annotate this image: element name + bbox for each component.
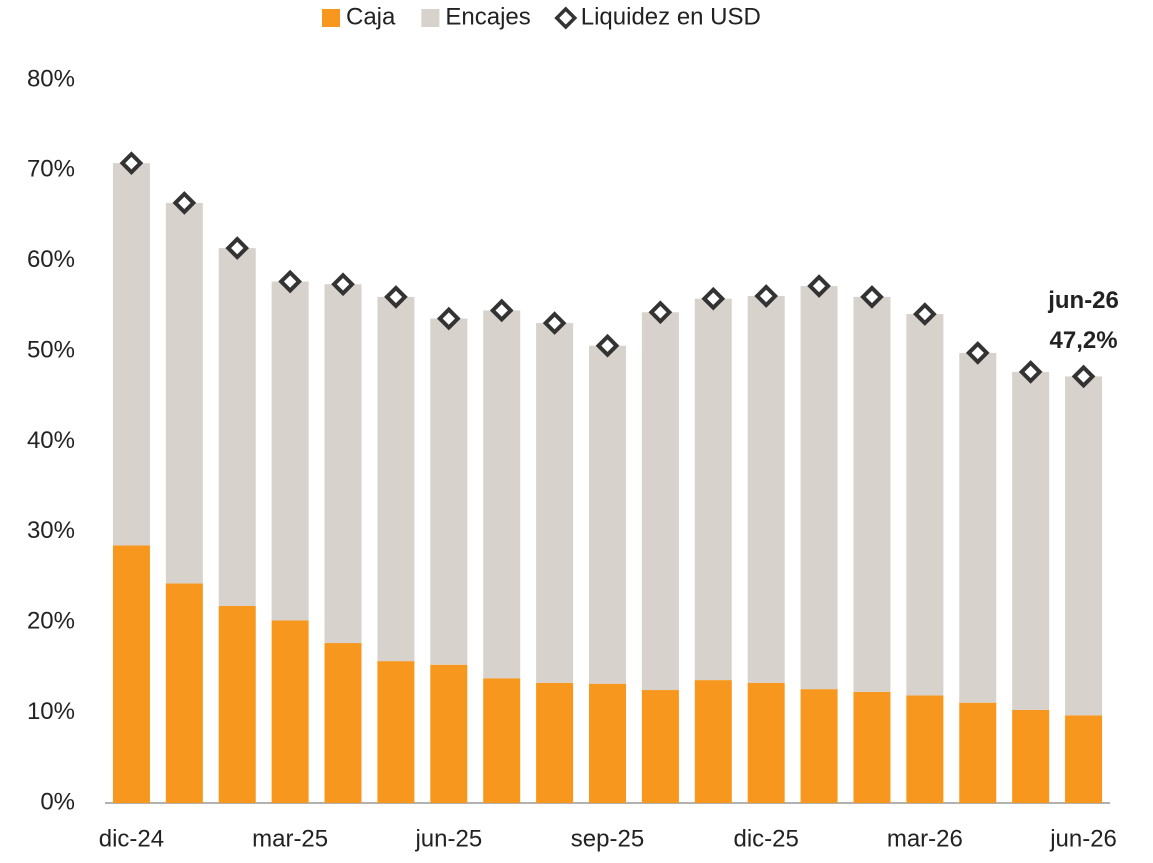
bar-segment: [800, 689, 838, 803]
marker: [701, 286, 726, 311]
x-tick-label: mar-25: [252, 825, 328, 852]
bar-segment: [1065, 715, 1103, 803]
marker: [172, 191, 197, 215]
bar-segment: [430, 318, 468, 665]
bar-segment: [165, 583, 203, 803]
bar-segment: [1012, 709, 1050, 803]
bar-segment: [694, 680, 732, 803]
bar-segment: [483, 678, 521, 803]
y-tick-label: 30%: [27, 517, 75, 544]
marker: [965, 341, 990, 365]
x-tick-label: dic-25: [733, 825, 798, 852]
bar-segment: [536, 682, 574, 803]
marker: [331, 272, 355, 297]
y-tick-label: 50%: [27, 336, 75, 363]
bar-segment: [747, 295, 785, 683]
marker: [278, 269, 302, 294]
legend-label: Encajes: [445, 3, 530, 30]
marker: [860, 285, 884, 309]
bar-segment: [112, 545, 150, 803]
bar-segment: [853, 691, 891, 803]
marker: [754, 284, 779, 308]
y-tick-label: 10%: [27, 698, 75, 725]
marker: [648, 300, 673, 325]
x-tick-label: jun-26: [1049, 825, 1117, 852]
marker: [119, 151, 144, 175]
marker: [595, 333, 620, 358]
bar-segment: [641, 690, 679, 803]
bar-segment: [589, 683, 626, 803]
bar-segment: [1012, 371, 1050, 710]
marker: [436, 306, 461, 331]
bar-segment: [165, 202, 203, 584]
legend-swatch: [421, 9, 440, 27]
bar-segment: [641, 312, 679, 691]
x-tick-label: mar-26: [887, 825, 963, 852]
y-tick-label: 20%: [27, 608, 75, 635]
marker: [1071, 364, 1096, 389]
bar-segment: [377, 661, 415, 803]
bar-segment: [430, 664, 468, 803]
bar-segment: [589, 345, 626, 684]
y-tick-label: 80%: [27, 65, 75, 92]
bar-segment: [112, 163, 150, 546]
annotation: jun-26: [1047, 287, 1119, 314]
legend-swatch: [322, 9, 340, 27]
bar-segment: [483, 310, 521, 679]
bar-segment: [747, 682, 785, 803]
bar-segment: [1065, 376, 1103, 716]
bar-segment: [959, 702, 997, 803]
y-tick-label: 60%: [27, 246, 75, 273]
bar-segment: [218, 605, 256, 803]
bar-segment: [800, 286, 838, 690]
bar-segment: [906, 314, 944, 696]
legend-label: Liquidez en USD: [581, 3, 761, 30]
x-tick-label: dic-24: [99, 825, 164, 852]
marker: [913, 302, 937, 326]
bar-segment: [959, 352, 997, 703]
marker: [1018, 360, 1043, 384]
y-tick-label: 70%: [27, 156, 75, 183]
marker: [489, 298, 514, 323]
bar-segment: [324, 284, 362, 644]
bar-segment: [271, 281, 309, 621]
legend-label: Caja: [346, 3, 396, 30]
bar-segment: [536, 323, 574, 683]
bar-segment: [324, 643, 362, 803]
y-tick-label: 0%: [40, 788, 75, 815]
x-tick-label: jun-25: [414, 825, 482, 852]
marker: [225, 236, 250, 260]
legend-marker: [554, 6, 578, 30]
y-tick-label: 40%: [27, 427, 75, 454]
bar-segment: [853, 296, 891, 692]
bar-segment: [377, 296, 415, 662]
x-tick-label: sep-25: [571, 825, 644, 852]
bar-segment: [218, 248, 256, 606]
marker: [384, 285, 408, 309]
bar-segment: [906, 695, 944, 803]
marker: [542, 311, 567, 335]
bar-segment: [694, 298, 732, 681]
marker: [807, 274, 831, 298]
bar-segment: [271, 620, 309, 803]
data-label: 47,2%: [1050, 327, 1118, 354]
